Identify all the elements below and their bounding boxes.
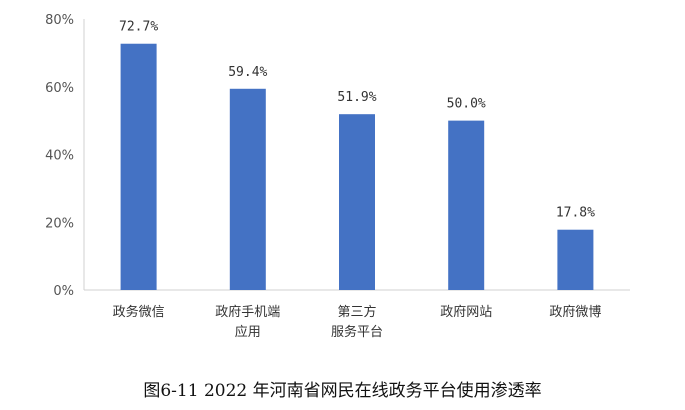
bars <box>120 43 594 291</box>
y-tick-label: 0% <box>53 284 74 299</box>
y-tick-label: 20% <box>45 216 74 231</box>
bar <box>448 120 485 290</box>
bar <box>339 114 375 290</box>
y-tick-label: 40% <box>45 149 74 164</box>
bar <box>557 229 594 290</box>
category-label: 政府网站 <box>440 305 492 320</box>
category-label: 政府手机端 <box>215 305 280 320</box>
data-label: 59.4% <box>228 65 267 80</box>
category-label: 第三方 <box>337 304 376 320</box>
data-label: 51.9% <box>337 90 376 105</box>
data-label: 72.7% <box>119 20 158 35</box>
bar-chart: 0% 20% 40% 60% 80% 72.7% 59.4% 51.9% 50.0% 17.8%… <box>45 13 630 340</box>
bar <box>120 43 157 291</box>
data-labels: 72.7% 59.4% 51.9% 50.0% 17.8% <box>119 20 595 221</box>
data-label: 17.8% <box>556 206 595 221</box>
bar <box>229 88 266 290</box>
category-label: 服务平台 <box>331 324 383 340</box>
category-label: 政务微信 <box>113 304 165 320</box>
y-tick-label: 80% <box>45 13 74 28</box>
y-tick-labels: 0% 20% 40% 60% 80% <box>45 13 74 299</box>
y-tick-label: 60% <box>45 81 74 96</box>
category-label: 政府微博 <box>549 305 601 320</box>
data-label: 50.0% <box>447 97 486 112</box>
category-label: 应用 <box>235 324 261 340</box>
chart-caption: 图6-11 2022 年河南省网民在线政务平台使用渗透率 <box>143 381 542 401</box>
